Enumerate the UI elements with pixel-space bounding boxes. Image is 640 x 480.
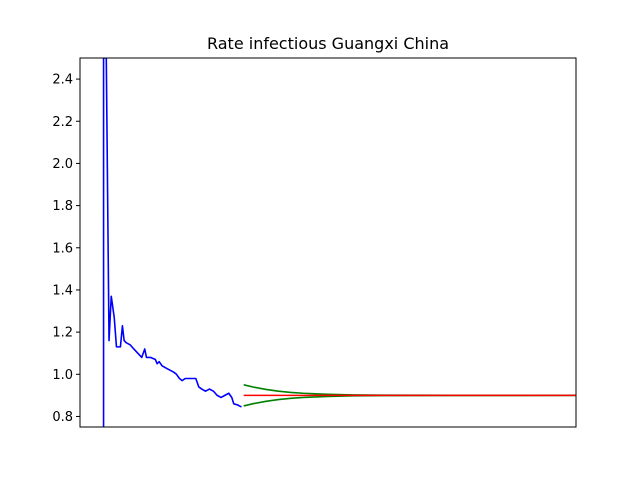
series-layer (102, 58, 576, 427)
y-tick-label: 2.4 (52, 73, 73, 88)
chart-title: Rate infectious Guangxi China (207, 34, 449, 53)
series-line-observed (102, 58, 242, 427)
y-tick-label: 2.0 (52, 157, 73, 172)
y-tick-label: 2.2 (52, 115, 73, 130)
y-tick-label: 1.2 (52, 326, 73, 341)
y-tick-label: 1.4 (52, 283, 73, 298)
plot-frame (79, 57, 577, 428)
y-tick-label: 0.8 (52, 410, 73, 425)
y-axis: 0.8 1.0 1.2 1.4 1.6 1.8 2.0 2.2 2.4 (52, 73, 80, 425)
y-tick-label: 1.0 (52, 368, 73, 383)
y-tick-label: 1.6 (52, 241, 73, 256)
y-tick-label: 1.8 (52, 199, 73, 214)
